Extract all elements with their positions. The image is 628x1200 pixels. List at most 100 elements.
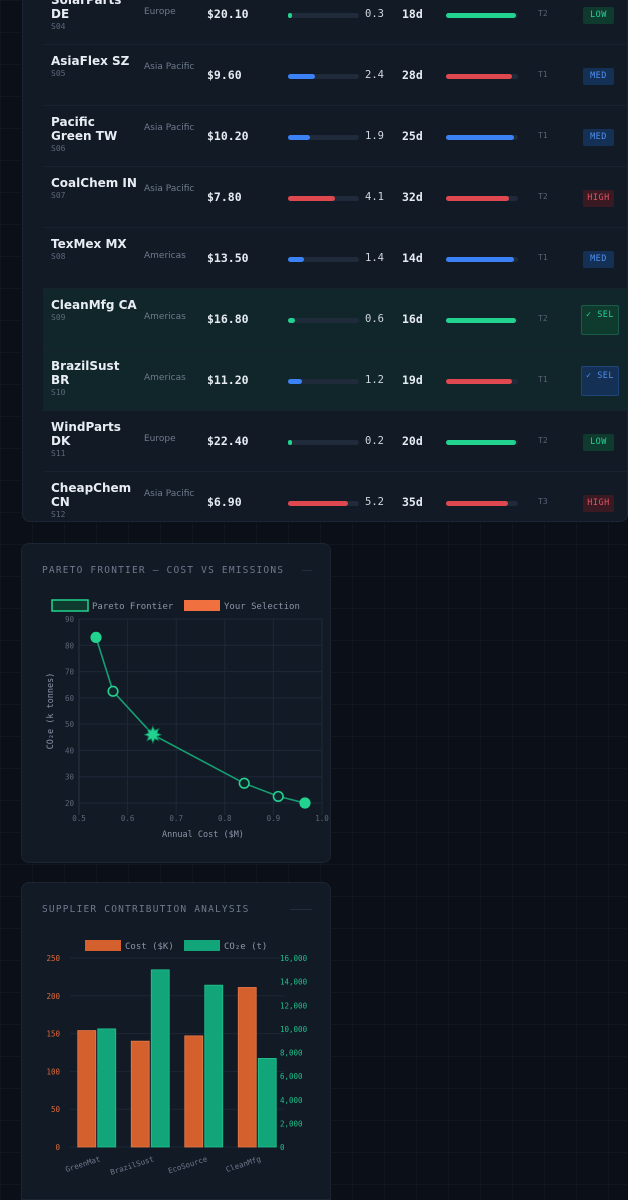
supplier-tier: T1 [538,253,548,262]
x-tick-label: GreenMat [64,1154,101,1174]
supplier-name-cell: SolarParts DE S04 [51,0,139,31]
emissions-bar-fill [288,257,305,262]
reliability-bar-fill [446,135,515,140]
table-row[interactable]: SolarParts DE S04 Europe $20.10 0.3 18d T2 LOW [43,0,627,45]
y-right-tick-label: 8,000 [280,1049,303,1058]
y-tick-label: 80 [65,641,75,650]
supplier-region: Europe [144,434,176,444]
emissions-value: 5.2 [365,496,384,508]
bar-cost [130,1040,150,1148]
reliability-bar [446,135,518,140]
emissions-bar-fill [288,440,293,445]
table-row[interactable]: CheapChem CN S12 Asia Pacific $6.90 5.2 35d T3… [43,472,627,521]
y-left-tick-label: 200 [46,992,60,1001]
reliability-bar [446,318,518,323]
pareto-title-rule [302,570,312,571]
y-tick-label: 40 [65,746,75,755]
lead-time: 20d [402,434,423,448]
pareto-panel-title: PARETO FRONTIER — COST VS EMISSIONS [42,565,285,576]
supplier-tier: T1 [538,375,548,384]
emissions-value: 4.1 [365,191,384,203]
y-right-tick-label: 6,000 [280,1072,303,1081]
supplier-region: Americas [144,373,186,383]
supplier-name: AsiaFlex SZ [51,54,130,68]
bar-co2 [150,969,170,1148]
emissions-bar [288,318,359,323]
table-row[interactable]: Pacific Green TW S06 Asia Pacific $10.20 1.9… [43,106,627,167]
selection-marker [143,725,163,745]
reliability-bar [446,74,518,79]
y-tick-label: 20 [65,799,75,808]
supplier-id: S06 [51,144,66,153]
emissions-bar-fill [288,13,293,18]
emissions-bar-fill [288,318,295,323]
risk-badge: HIGH [583,495,614,512]
legend-swatch-pareto [51,599,89,612]
legend-swatch-selection [184,600,220,611]
supplier-tier: T2 [538,9,548,18]
emissions-bar-fill [288,74,316,79]
emissions-bar [288,13,359,18]
emissions-bar [288,196,359,201]
y-tick-label: 70 [65,668,75,677]
y-tick-label: 90 [65,615,75,624]
reliability-bar-fill [446,74,513,79]
risk-badge: MED [583,68,614,85]
lead-time: 16d [402,312,423,326]
table-row[interactable]: WindParts DK S11 Europe $22.40 0.2 20d T2 LOW [43,411,627,472]
table-row[interactable]: AsiaFlex SZ S05 Asia Pacific $9.60 2.4 28d T1 M… [43,45,627,106]
reliability-bar-fill [446,257,515,262]
reliability-bar [446,501,518,506]
supplier-price: $9.60 [207,68,242,82]
y-right-tick-label: 16,000 [280,954,308,963]
emissions-value: 1.4 [365,252,384,264]
bar-cost [237,987,257,1148]
supplier-tier: T2 [538,192,548,201]
reliability-bar [446,440,518,445]
selection-toggle[interactable]: ✓ SEL [581,305,619,335]
y-left-tick-label: 50 [51,1105,61,1114]
contribution-panel-title: SUPPLIER CONTRIBUTION ANALYSIS [42,904,250,915]
supplier-id: S11 [51,449,66,458]
reliability-bar-fill [446,318,516,323]
lead-time: 32d [402,190,423,204]
y-axis-label: CO₂e (k tonnes) [46,673,56,750]
emissions-bar [288,440,359,445]
y-tick-label: 30 [65,773,75,782]
table-row[interactable]: CoalChem IN S07 Asia Pacific $7.80 4.1 32d T2 H… [43,167,627,228]
supplier-region: Europe [144,7,176,17]
supplier-name-cell: CoalChem IN S07 [51,176,139,200]
lead-time: 25d [402,129,423,143]
supplier-price: $6.90 [207,495,242,509]
lead-time: 28d [402,68,423,82]
emissions-bar [288,257,359,262]
risk-badge: MED [583,251,614,268]
emissions-value: 0.6 [365,313,384,325]
supplier-name: TexMex MX [51,237,127,251]
table-row[interactable]: TexMex MX S08 Americas $13.50 1.4 14d T1 MED [43,228,627,289]
emissions-bar [288,501,359,506]
lead-time: 14d [402,251,423,265]
pareto-point [90,631,102,643]
y-right-tick-label: 10,000 [280,1025,308,1034]
legend-label-co2: CO₂e (t) [224,942,267,952]
selection-toggle[interactable]: ✓ SEL [581,366,619,396]
x-tick-label: 0.7 [169,814,183,823]
supplier-name-cell: AsiaFlex SZ S05 [51,54,139,78]
emissions-value: 0.3 [365,8,384,20]
emissions-bar [288,74,359,79]
y-right-tick-label: 0 [280,1143,285,1152]
legend-label-pareto: Pareto Frontier [92,602,174,612]
table-row[interactable]: CleanMfg CA S09 Americas $16.80 0.6 16d T2 ✓ SE… [43,289,627,350]
table-row[interactable]: BrazilSust BR S10 Americas $11.20 1.2 19d T1 ✓ … [43,350,627,411]
bar-co2 [257,1058,277,1148]
supplier-id: S04 [51,22,66,31]
supplier-name: CheapChem CN [51,481,132,509]
risk-badge: MED [583,129,614,146]
emissions-bar-fill [288,501,348,506]
supplier-id: S12 [51,510,66,519]
reliability-bar [446,379,518,384]
bar-cost [77,1030,97,1148]
supplier-price: $16.80 [207,312,249,326]
legend-swatch-co2 [184,940,220,951]
